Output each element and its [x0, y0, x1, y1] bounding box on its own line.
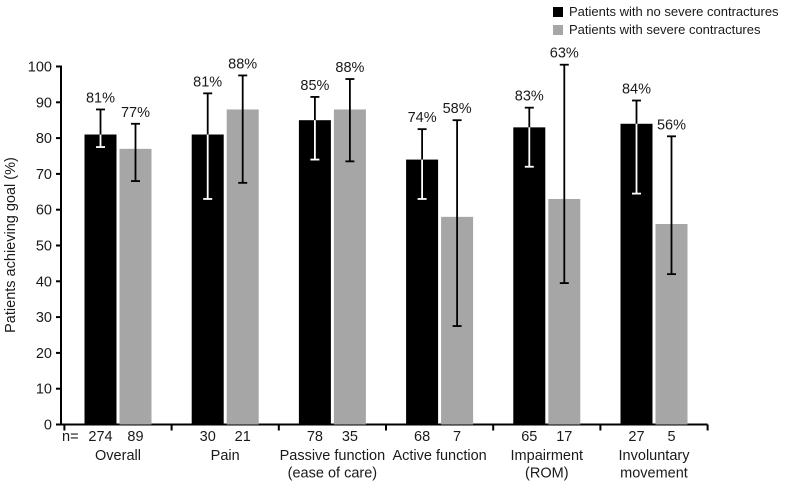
y-tick-label: 0: [44, 418, 52, 434]
legend-swatch-no-severe-icon: [553, 6, 563, 17]
category-label: Impairment: [511, 448, 584, 464]
category-label: (ROM): [525, 466, 569, 482]
n-value: 17: [556, 429, 572, 445]
legend-label: Patients with severe contractures: [569, 22, 761, 37]
value-label: 81%: [86, 90, 115, 106]
value-label: 83%: [515, 89, 544, 105]
y-tick-label: 10: [36, 382, 52, 398]
n-value: 7: [453, 429, 461, 445]
y-tick-label: 40: [36, 274, 52, 290]
y-tick-label: 80: [36, 131, 52, 147]
n-value: 68: [414, 429, 430, 445]
legend-item: Patients with severe contractures: [553, 22, 779, 37]
n-value: 35: [342, 429, 358, 445]
value-label: 63%: [550, 46, 579, 62]
value-label: 58%: [443, 101, 472, 117]
value-label: 85%: [300, 78, 329, 94]
value-label: 88%: [335, 60, 364, 76]
n-value: 5: [667, 429, 675, 445]
category-label: Involuntary: [619, 448, 691, 464]
legend-label: Patients with no severe contractures: [569, 4, 779, 19]
n-value: 65: [521, 429, 537, 445]
n-prefix-label: n=: [62, 429, 79, 445]
n-value: 274: [88, 429, 112, 445]
value-label: 88%: [228, 56, 257, 72]
n-value: 30: [200, 429, 216, 445]
value-label: 81%: [193, 74, 222, 90]
y-tick-label: 100: [28, 60, 52, 76]
category-label: movement: [620, 466, 688, 482]
bar: [298, 120, 331, 425]
y-axis-title: Patients achieving goal (%): [3, 157, 19, 333]
value-label: 84%: [622, 82, 651, 98]
y-tick-label: 60: [36, 203, 52, 219]
bar: [406, 159, 439, 425]
n-value: 89: [127, 429, 143, 445]
category-label: Passive function: [280, 448, 386, 464]
bar: [119, 148, 152, 425]
bar: [513, 127, 546, 425]
category-label: (ease of care): [288, 466, 377, 482]
chart-legend: Patients with no severe contractures Pat…: [553, 4, 779, 37]
y-tick-label: 70: [36, 167, 52, 183]
bar: [84, 134, 117, 425]
category-label: Overall: [95, 448, 141, 464]
category-label: Active function: [392, 448, 486, 464]
value-label: 74%: [408, 110, 437, 126]
n-value: 27: [628, 429, 644, 445]
legend-swatch-severe-icon: [553, 24, 563, 35]
category-label: Pain: [211, 448, 240, 464]
y-tick-label: 20: [36, 346, 52, 362]
y-tick-label: 50: [36, 239, 52, 255]
n-value: 21: [235, 429, 251, 445]
y-tick-label: 30: [36, 310, 52, 326]
n-value: 78: [307, 429, 323, 445]
y-tick-label: 90: [36, 95, 52, 111]
value-label: 56%: [657, 117, 686, 133]
value-label: 77%: [121, 105, 150, 121]
legend-item: Patients with no severe contractures: [553, 4, 779, 19]
